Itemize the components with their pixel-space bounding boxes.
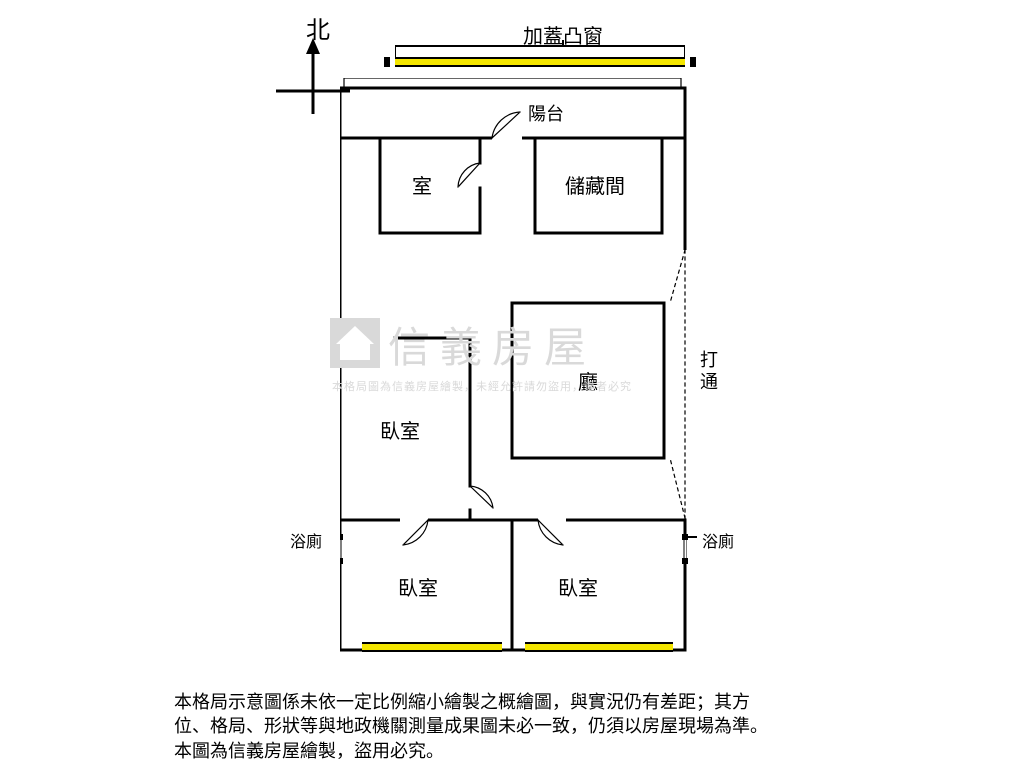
label-bath-left: 浴廁 <box>290 528 322 552</box>
label-bedroom-mid: 臥室 <box>380 415 420 444</box>
label-storage: 儲藏間 <box>565 170 625 199</box>
disclaimer-line-3: 本圖為信義房屋繪製，盜用必究。 <box>174 739 768 763</box>
disclaimer-line-1: 本格局示意圖係未依一定比例縮小繪製之概繪圖，與實況仍有差距；其方 <box>174 690 768 714</box>
label-room-small: 室 <box>412 170 432 199</box>
side-note-2: 通 <box>700 368 718 394</box>
window-bar-bottom-right <box>525 642 673 652</box>
label-hall: 廳 <box>578 366 598 395</box>
window-bar-top <box>395 57 685 67</box>
label-balcony: 陽台 <box>528 100 564 126</box>
label-bedroom-bl: 臥室 <box>398 572 438 601</box>
floor-plan-canvas: 北 加蓋凸窗 <box>0 0 1024 768</box>
disclaimer-line-2: 位、格局、形狀等與地政機關測量成果圖未必一致，仍須以房屋現場為準。 <box>174 714 768 738</box>
window-bar-bottom-left <box>362 642 502 652</box>
label-bedroom-br: 臥室 <box>558 572 598 601</box>
disclaimer: 本格局示意圖係未依一定比例縮小繪製之概繪圖，與實況仍有差距；其方 位、格局、形狀… <box>174 690 768 763</box>
label-bath-right: 浴廁 <box>702 528 734 552</box>
floor-plan <box>340 78 700 658</box>
